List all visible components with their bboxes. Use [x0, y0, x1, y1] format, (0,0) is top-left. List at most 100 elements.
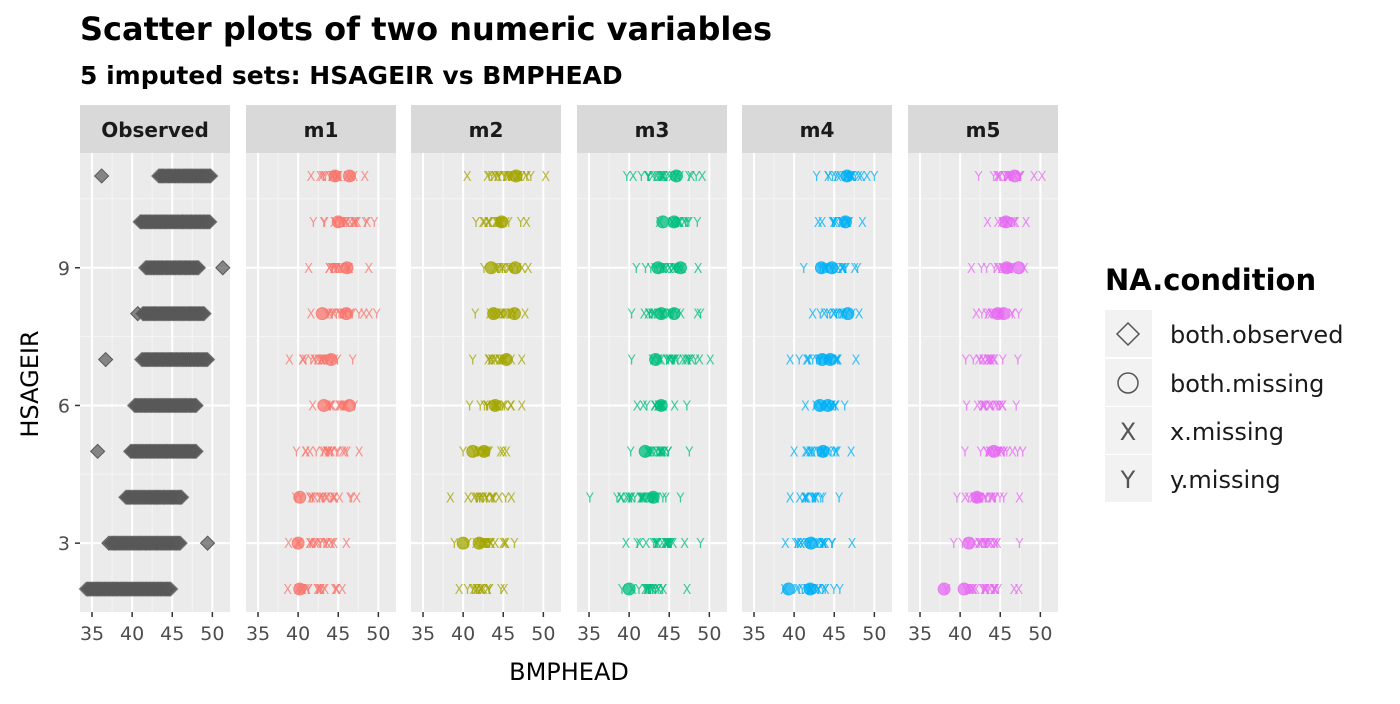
- point-x-missing: X: [993, 537, 1002, 552]
- point-y-missing: Y: [315, 537, 324, 552]
- point-y-missing: Y: [825, 308, 834, 323]
- point-y-missing: Y: [643, 170, 652, 185]
- point-y-missing: Y: [668, 354, 677, 369]
- point-y-missing: Y: [304, 583, 313, 598]
- point-y-missing: Y: [949, 537, 958, 552]
- point-both-missing: [816, 444, 830, 458]
- legend-item-both-missing: both.missing: [1105, 359, 1324, 406]
- point-x-missing: X: [621, 537, 630, 552]
- point-x-missing: X: [801, 491, 810, 506]
- chart-subtitle: 5 imputed sets: HSAGEIR vs BMPHEAD: [80, 61, 623, 90]
- point-x-missing: X: [352, 491, 361, 506]
- point-x-missing: X: [310, 491, 319, 506]
- legend-letter-symbol: X: [1120, 418, 1136, 446]
- point-y-missing: Y: [656, 445, 665, 460]
- point-y-missing: Y: [646, 262, 655, 277]
- point-y-missing: Y: [653, 583, 662, 598]
- point-y-missing: Y: [975, 354, 984, 369]
- x-tick-label: 45: [822, 623, 846, 645]
- point-both-missing: [315, 307, 329, 321]
- point-y-missing: Y: [1011, 399, 1020, 414]
- point-y-missing: Y: [661, 491, 670, 506]
- point-x-missing: X: [857, 170, 866, 185]
- point-x-missing: X: [1021, 216, 1030, 231]
- point-y-missing: Y: [482, 399, 491, 414]
- point-x-missing: X: [658, 537, 667, 552]
- point-y-missing: Y: [498, 399, 507, 414]
- point-x-missing: X: [829, 308, 838, 323]
- point-y-missing: Y: [840, 262, 849, 277]
- point-x-missing: X: [695, 354, 704, 369]
- point-y-missing: Y: [318, 583, 327, 598]
- point-x-missing: X: [496, 308, 505, 323]
- point-y-missing: Y: [829, 216, 838, 231]
- point-y-missing: Y: [497, 262, 506, 277]
- point-x-missing: X: [669, 262, 678, 277]
- point-both-missing: [1012, 261, 1026, 275]
- point-observed: [89, 443, 106, 460]
- point-x-missing: X: [469, 583, 478, 598]
- point-y-missing: Y: [830, 170, 839, 185]
- point-y-missing: Y: [827, 537, 836, 552]
- point-y-missing: Y: [636, 491, 645, 506]
- point-y-missing: Y: [327, 445, 336, 460]
- point-x-missing: X: [502, 308, 511, 323]
- point-x-missing: X: [835, 170, 844, 185]
- point-both-missing: [841, 307, 855, 321]
- legend-key: [1105, 359, 1152, 406]
- point-x-missing: X: [323, 537, 332, 552]
- point-x-missing: X: [973, 399, 982, 414]
- point-x-missing: X: [320, 354, 329, 369]
- point-x-missing: X: [661, 537, 670, 552]
- point-both-missing: [328, 169, 342, 183]
- point-x-missing: X: [847, 445, 856, 460]
- point-y-missing: Y: [318, 354, 327, 369]
- point-y-missing: Y: [989, 583, 998, 598]
- point-y-missing: Y: [983, 583, 992, 598]
- point-y-missing: Y: [952, 491, 961, 506]
- point-x-missing: X: [680, 216, 689, 231]
- point-y-missing: Y: [644, 583, 653, 598]
- point-x-missing: X: [990, 354, 999, 369]
- point-x-missing: X: [829, 308, 838, 323]
- point-y-missing: Y: [311, 445, 320, 460]
- point-x-missing: X: [498, 262, 507, 277]
- point-y-missing: Y: [487, 354, 496, 369]
- point-x-missing: X: [969, 583, 978, 598]
- point-x-missing: X: [490, 170, 499, 185]
- point-y-missing: Y: [662, 354, 671, 369]
- x-tick-label: 45: [657, 623, 681, 645]
- point-x-missing: X: [834, 262, 843, 277]
- point-y-missing: Y: [696, 537, 705, 552]
- point-y-missing: Y: [334, 308, 343, 323]
- point-x-missing: X: [821, 583, 830, 598]
- point-x-missing: X: [655, 445, 664, 460]
- point-x-missing: X: [365, 308, 374, 323]
- point-y-missing: Y: [644, 308, 653, 323]
- point-y-missing: Y: [651, 537, 660, 552]
- point-x-missing: X: [661, 262, 670, 277]
- point-x-missing: X: [854, 170, 863, 185]
- point-x-missing: X: [801, 399, 810, 414]
- point-y-missing: Y: [465, 399, 474, 414]
- point-x-missing: X: [327, 399, 336, 414]
- point-y-missing: Y: [809, 491, 818, 506]
- point-x-missing: X: [863, 170, 872, 185]
- point-observed: [163, 581, 179, 597]
- point-y-missing: Y: [831, 399, 840, 414]
- point-y-missing: Y: [321, 537, 330, 552]
- legend-letter-symbol: Y: [1120, 466, 1136, 494]
- point-y-missing: Y: [810, 491, 819, 506]
- point-y-missing: Y: [499, 399, 508, 414]
- point-y-missing: Y: [650, 583, 659, 598]
- point-y-missing: Y: [656, 445, 665, 460]
- point-y-missing: Y: [468, 354, 477, 369]
- point-y-missing: Y: [327, 308, 336, 323]
- point-y-missing: Y: [626, 491, 635, 506]
- point-y-missing: Y: [649, 308, 658, 323]
- x-tick-label: 35: [411, 623, 435, 645]
- point-x-missing: X: [979, 399, 988, 414]
- chart-title: Scatter plots of two numeric variables: [80, 10, 772, 48]
- point-x-missing: X: [520, 308, 529, 323]
